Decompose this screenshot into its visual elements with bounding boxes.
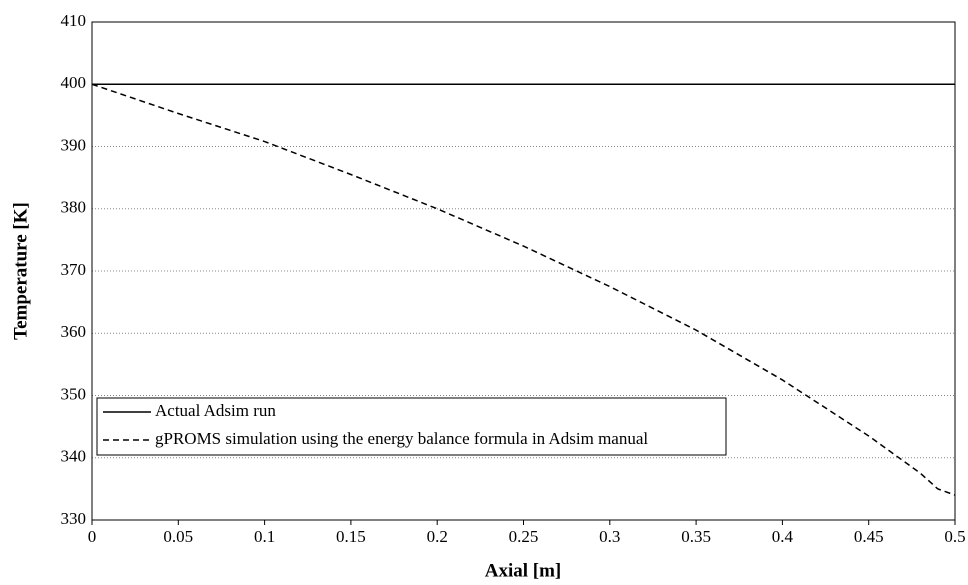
y-tick-label: 410 bbox=[61, 11, 87, 30]
series-line bbox=[91, 83, 956, 496]
x-tick-label: 0.45 bbox=[854, 527, 884, 546]
x-tick-label: 0.4 bbox=[772, 527, 794, 546]
y-tick-label: 400 bbox=[61, 73, 87, 92]
x-tick-label: 0.05 bbox=[163, 527, 193, 546]
y-tick-label: 330 bbox=[61, 509, 87, 528]
y-tick-label: 370 bbox=[61, 260, 87, 279]
y-tick-label: 350 bbox=[61, 384, 87, 403]
legend-box bbox=[96, 397, 727, 456]
x-tick-label: 0.1 bbox=[254, 527, 275, 546]
y-tick-label: 380 bbox=[61, 198, 87, 217]
x-axis-title: Axial [m] bbox=[485, 560, 562, 581]
x-tick-label: 0.2 bbox=[427, 527, 448, 546]
x-tick-label: 0.3 bbox=[599, 527, 620, 546]
y-tick-label: 360 bbox=[61, 322, 87, 341]
x-tick-label: 0.5 bbox=[944, 527, 965, 546]
legend-label: Actual Adsim run bbox=[155, 401, 276, 420]
legend-label: gPROMS simulation using the energy balan… bbox=[155, 429, 648, 448]
y-tick-label: 390 bbox=[61, 135, 87, 154]
x-tick-label: 0.25 bbox=[509, 527, 539, 546]
x-tick-label: 0.15 bbox=[336, 527, 366, 546]
y-tick-label: 340 bbox=[61, 447, 87, 466]
plot-frame bbox=[91, 21, 956, 521]
y-axis-title: Temperature [K] bbox=[10, 202, 31, 340]
x-tick-label: 0 bbox=[88, 527, 97, 546]
x-tick-label: 0.35 bbox=[681, 527, 711, 546]
